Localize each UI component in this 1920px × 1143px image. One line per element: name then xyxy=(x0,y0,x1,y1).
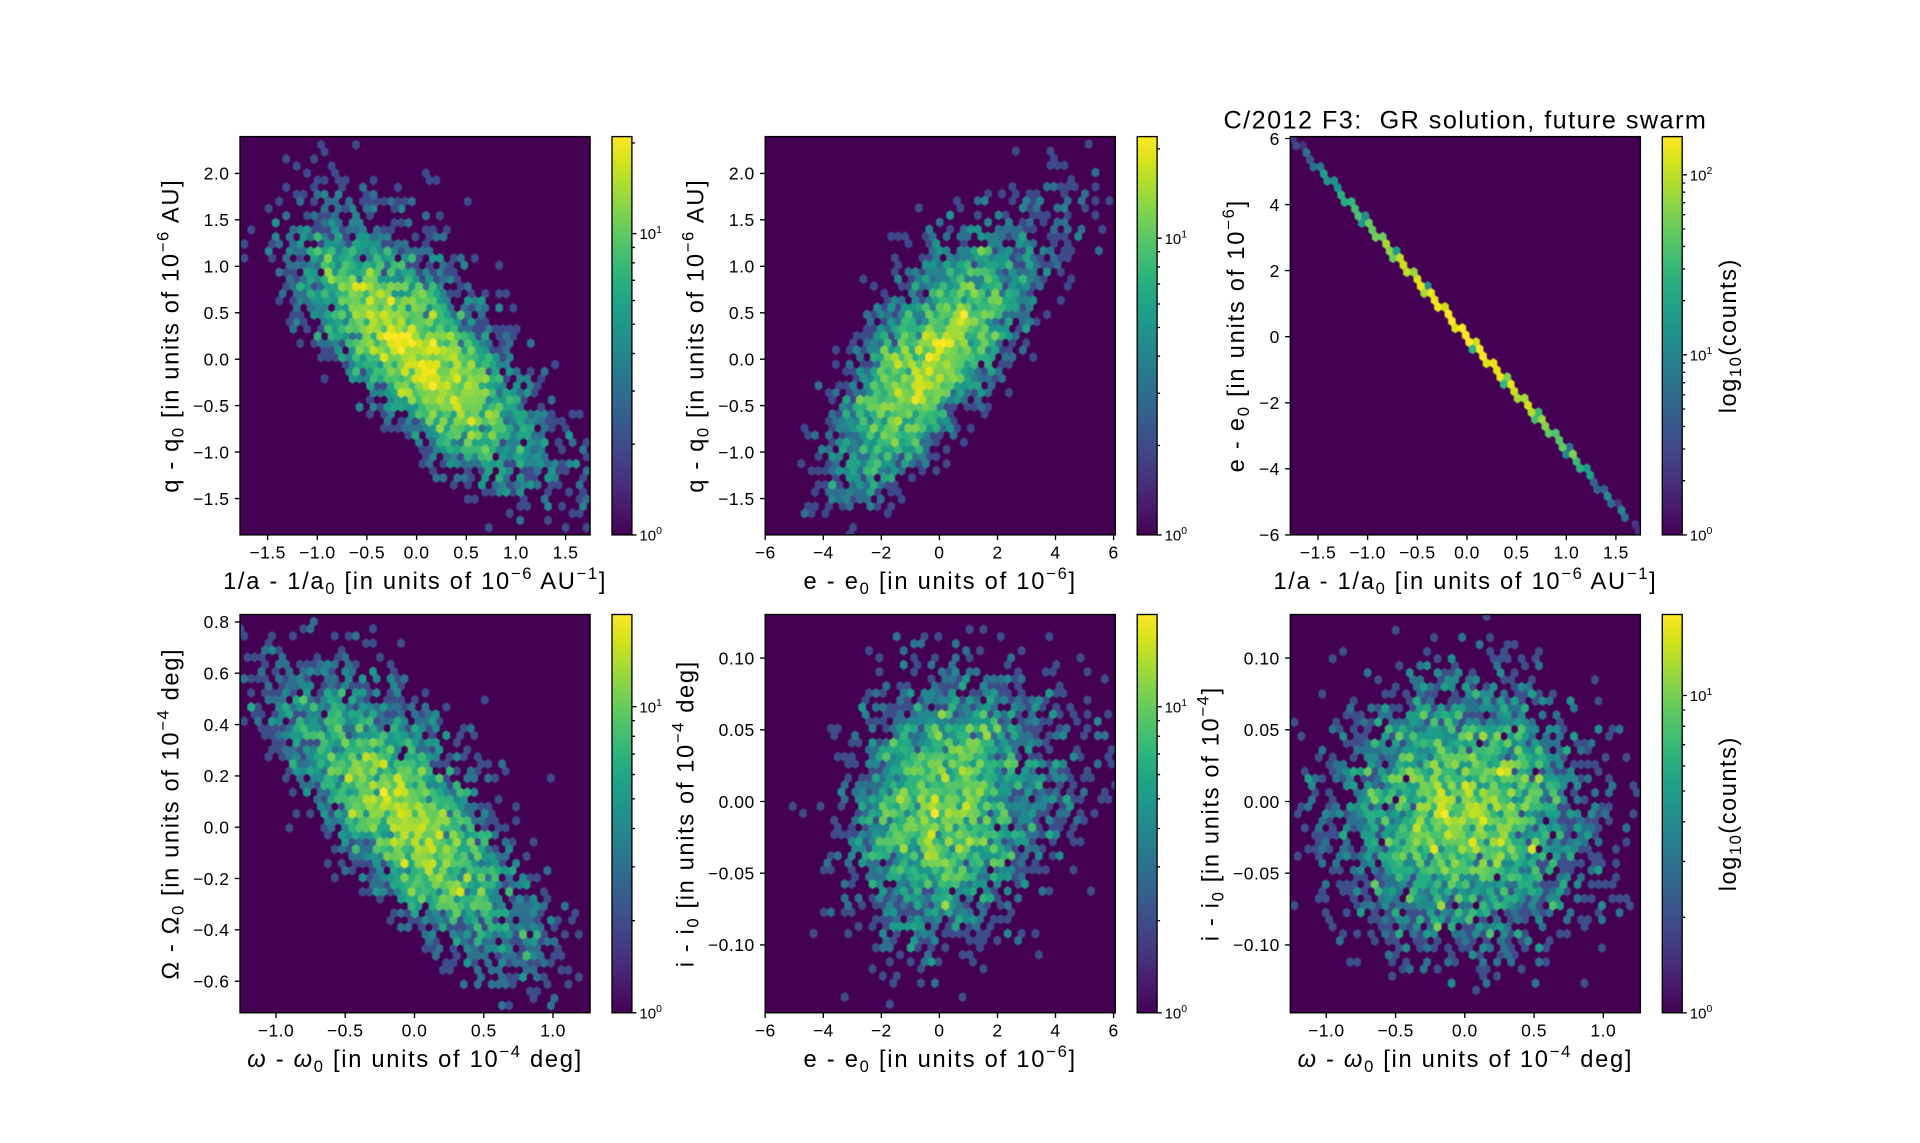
svg-text:−0.5: −0.5 xyxy=(193,396,230,416)
svg-text:0.0: 0.0 xyxy=(729,350,755,370)
svg-text:−6: −6 xyxy=(1259,525,1280,545)
svg-text:−2: −2 xyxy=(871,543,892,563)
svg-text:Ω - Ω0​ [in units of 10−4​ deg: Ω - Ω0​ [in units of 10−4​ deg] xyxy=(153,648,187,980)
svg-text:0.10: 0.10 xyxy=(1244,648,1280,668)
svg-text:−6: −6 xyxy=(755,543,776,563)
svg-text:0: 0 xyxy=(1270,327,1280,347)
svg-text:log10​(counts): log10​(counts) xyxy=(1716,258,1745,413)
svg-text:2.0: 2.0 xyxy=(729,164,755,184)
svg-text:4: 4 xyxy=(1270,195,1280,215)
svg-text:1.0: 1.0 xyxy=(204,257,230,277)
svg-text:1.5: 1.5 xyxy=(553,543,579,563)
svg-text:−4: −4 xyxy=(813,1021,834,1041)
svg-text:1.0: 1.0 xyxy=(729,257,755,277)
svg-text:1.5: 1.5 xyxy=(729,210,755,230)
svg-text:0.5: 0.5 xyxy=(204,303,230,323)
svg-text:1/a - 1/a0​ [in units of 10−6​: 1/a - 1/a0​ [in units of 10−6​ AU−1​] xyxy=(223,564,607,598)
svg-text:1.0: 1.0 xyxy=(503,543,529,563)
svg-text:−1.5: −1.5 xyxy=(249,543,286,563)
svg-text:−0.05: −0.05 xyxy=(1233,864,1280,884)
svg-text:6: 6 xyxy=(1108,1021,1118,1041)
svg-text:0.0: 0.0 xyxy=(1454,543,1480,563)
svg-text:−0.5: −0.5 xyxy=(327,1021,364,1041)
svg-text:0: 0 xyxy=(934,1021,944,1041)
svg-text:−1.5: −1.5 xyxy=(193,489,230,509)
svg-text:0.0: 0.0 xyxy=(204,350,230,370)
svg-text:−0.10: −0.10 xyxy=(708,935,755,955)
svg-text:−2: −2 xyxy=(1259,393,1280,413)
svg-text:0.5: 0.5 xyxy=(729,303,755,323)
svg-text:1.0: 1.0 xyxy=(540,1021,566,1041)
svg-text:2: 2 xyxy=(1270,261,1280,281)
svg-text:−1.0: −1.0 xyxy=(1349,543,1386,563)
svg-text:−1.0: −1.0 xyxy=(193,442,230,462)
svg-text:i - i0​ [in units of 10−4​]: i - i0​ [in units of 10−4​] xyxy=(1194,686,1228,941)
svg-text:1/a - 1/a0​ [in units of 10−6​: 1/a - 1/a0​ [in units of 10−6​ AU−1​] xyxy=(1273,564,1657,598)
svg-text:−0.4: −0.4 xyxy=(193,920,230,940)
svg-text:−1.0: −1.0 xyxy=(299,543,336,563)
svg-text:−0.5: −0.5 xyxy=(718,396,755,416)
svg-text:0.0: 0.0 xyxy=(1452,1021,1478,1041)
svg-text:−0.5: −0.5 xyxy=(349,543,386,563)
svg-text:4: 4 xyxy=(1050,543,1060,563)
svg-text:log10​(counts): log10​(counts) xyxy=(1716,736,1745,891)
svg-text:1.5: 1.5 xyxy=(1603,543,1629,563)
svg-text:ω - ω0​ [in units of 10−4​ deg: ω - ω0​ [in units of 10−4​ deg] xyxy=(1298,1042,1634,1076)
svg-text:1.0: 1.0 xyxy=(1590,1021,1616,1041)
svg-text:e - e0​ [in units of 10−6​]: e - e0​ [in units of 10−6​] xyxy=(804,564,1077,598)
svg-text:−0.5: −0.5 xyxy=(1399,543,1436,563)
svg-text:2: 2 xyxy=(992,1021,1002,1041)
svg-text:6: 6 xyxy=(1108,543,1118,563)
svg-text:−2: −2 xyxy=(871,1021,892,1041)
svg-text:q - q0​ [in units of 10−6​ AU]: q - q0​ [in units of 10−6​ AU] xyxy=(679,179,713,493)
svg-text:−1.0: −1.0 xyxy=(258,1021,295,1041)
svg-text:−0.2: −0.2 xyxy=(193,869,230,889)
svg-text:0.5: 0.5 xyxy=(1521,1021,1547,1041)
svg-text:0.0: 0.0 xyxy=(204,818,230,838)
svg-text:0.5: 0.5 xyxy=(1504,543,1530,563)
svg-text:e - e0​ [in units of 10−6​]: e - e0​ [in units of 10−6​] xyxy=(1219,199,1253,472)
svg-text:0.0: 0.0 xyxy=(404,543,430,563)
svg-text:i - i0​ [in units of 10−4​ deg: i - i0​ [in units of 10−4​ deg] xyxy=(668,660,702,967)
svg-text:1.0: 1.0 xyxy=(1553,543,1579,563)
svg-text:2.0: 2.0 xyxy=(204,164,230,184)
svg-text:−4: −4 xyxy=(1259,459,1280,479)
svg-text:0.5: 0.5 xyxy=(471,1021,497,1041)
svg-text:e - e0​ [in units of 10−6​]: e - e0​ [in units of 10−6​] xyxy=(804,1042,1077,1076)
svg-text:−6: −6 xyxy=(755,1021,776,1041)
svg-text:2: 2 xyxy=(992,543,1002,563)
svg-text:−0.05: −0.05 xyxy=(708,864,755,884)
svg-text:0: 0 xyxy=(934,543,944,563)
svg-text:0.00: 0.00 xyxy=(719,792,755,812)
svg-text:0.2: 0.2 xyxy=(204,766,230,786)
svg-text:0.6: 0.6 xyxy=(204,664,230,684)
svg-text:−0.6: −0.6 xyxy=(193,972,230,992)
svg-text:q - q0​ [in units of 10−6​ AU]: q - q0​ [in units of 10−6​ AU] xyxy=(153,179,187,493)
svg-text:−1.0: −1.0 xyxy=(1308,1021,1345,1041)
svg-text:0.8: 0.8 xyxy=(204,612,230,632)
svg-text:0.05: 0.05 xyxy=(719,720,755,740)
svg-text:−1.0: −1.0 xyxy=(718,442,755,462)
svg-text:0.0: 0.0 xyxy=(402,1021,428,1041)
svg-text:6: 6 xyxy=(1270,129,1280,149)
svg-text:4: 4 xyxy=(1050,1021,1060,1041)
svg-text:−4: −4 xyxy=(813,543,834,563)
svg-text:−1.5: −1.5 xyxy=(718,489,755,509)
svg-text:0.10: 0.10 xyxy=(719,648,755,668)
svg-text:−1.5: −1.5 xyxy=(1300,543,1337,563)
svg-text:−0.10: −0.10 xyxy=(1233,935,1280,955)
svg-text:ω - ω0​ [in units of 10−4​ deg: ω - ω0​ [in units of 10−4​ deg] xyxy=(247,1042,583,1076)
svg-text:−0.5: −0.5 xyxy=(1377,1021,1414,1041)
svg-text:0.4: 0.4 xyxy=(204,715,230,735)
svg-text:0.00: 0.00 xyxy=(1244,792,1280,812)
svg-text:0.05: 0.05 xyxy=(1244,720,1280,740)
svg-text:C/2012 F3: GR solution, futur: C/2012 F3: GR solution, future swarm xyxy=(1224,106,1708,134)
svg-text:0.5: 0.5 xyxy=(453,543,479,563)
svg-text:1.5: 1.5 xyxy=(204,210,230,230)
